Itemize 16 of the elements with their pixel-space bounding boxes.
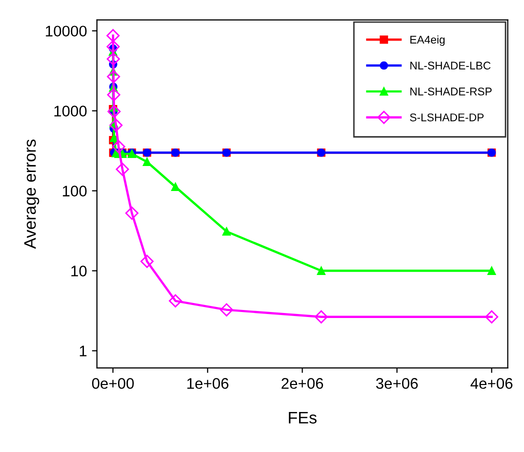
x-tick-label: 0e+00 (92, 378, 134, 389)
y-tick-label: 100 (62, 186, 87, 196)
y-tick-label: 10 (71, 266, 87, 276)
x-axis-title: FEs (288, 412, 317, 424)
x-tick-label: 1e+06 (187, 378, 228, 389)
x-tick-label: 4e+06 (470, 378, 512, 389)
x-tick-label: 3e+06 (376, 378, 418, 389)
y-axis-title: Average errors (24, 140, 40, 249)
legend-label: NL-SHADE-RSP (410, 88, 492, 96)
legend-label: S-LSHADE-DP (410, 113, 484, 122)
y-tick-label: 10000 (46, 26, 87, 37)
legend-label: NL-SHADE-LBC (410, 62, 491, 70)
x-tick-label: 2e+06 (282, 378, 324, 389)
y-tick-label: 1000 (54, 106, 87, 116)
y-tick-label: 1 (80, 346, 86, 356)
legend-label: EA4eig (410, 35, 445, 46)
